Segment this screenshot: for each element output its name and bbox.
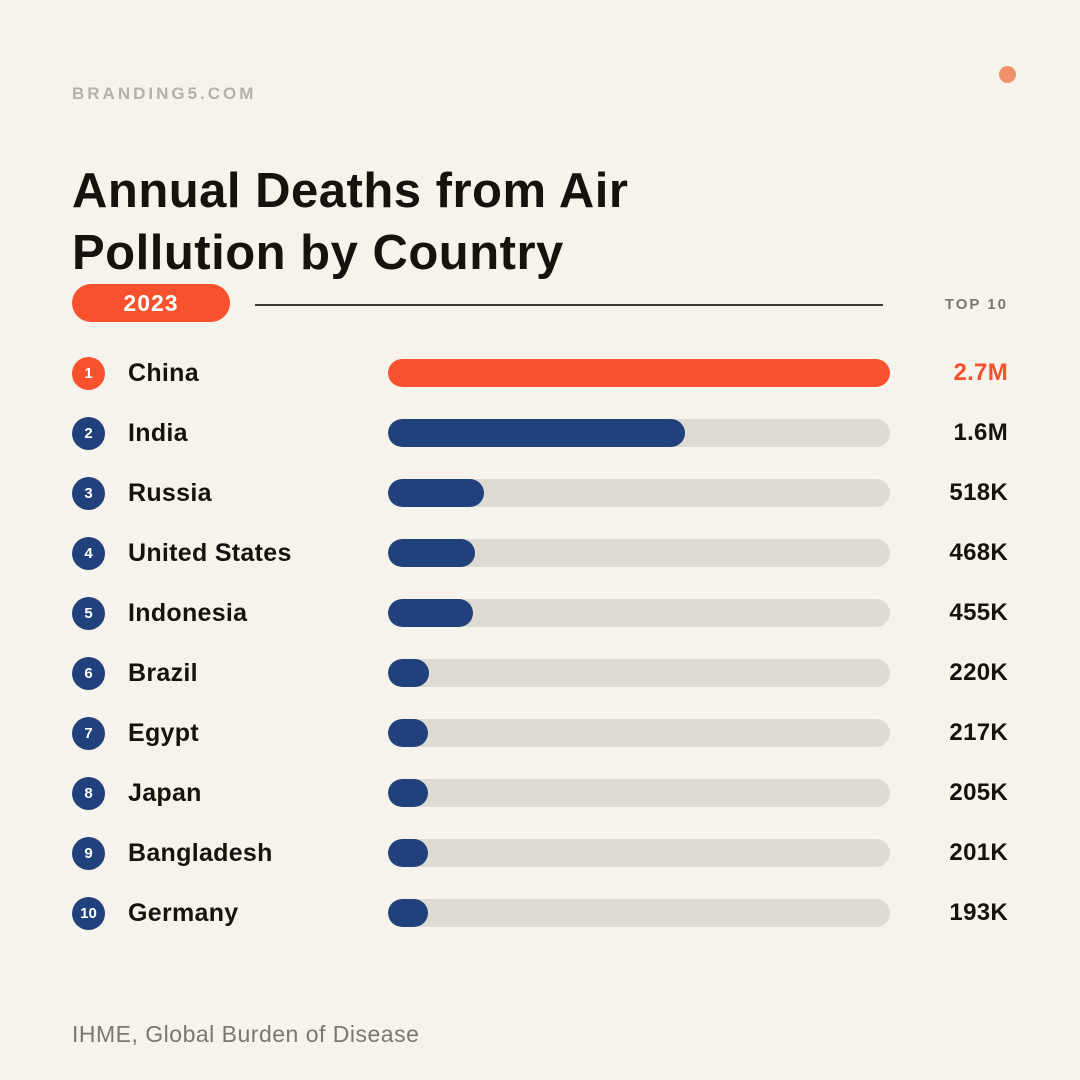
rank-badge: 6 [72, 656, 105, 690]
country-label: China [128, 358, 199, 387]
bar-track [388, 659, 890, 687]
brand-text: BRANDING5.COM [72, 84, 257, 103]
rank-badge: 7 [72, 716, 105, 750]
rank-badge-cell: 2 [72, 416, 128, 450]
bar-track [388, 419, 890, 447]
country-label: Egypt [128, 718, 199, 747]
rank-badge-cell: 7 [72, 716, 128, 750]
rank-badge: 9 [72, 836, 105, 870]
bar-track [388, 599, 890, 627]
rank-badge-cell: 6 [72, 656, 128, 690]
country-label: Bangladesh [128, 838, 273, 867]
bar-track [388, 479, 890, 507]
ranking-row: 1 China 2.7M [72, 343, 1008, 403]
rank-badge: 2 [72, 416, 105, 450]
country-label: Germany [128, 898, 239, 927]
rank-badge-cell: 10 [72, 896, 128, 930]
top-10-label: TOP 10 [944, 295, 1008, 313]
rank-badge-cell: 1 [72, 356, 128, 390]
bar-fill [388, 659, 429, 687]
bar-fill [388, 599, 473, 627]
ranking-row: 8 Japan 205K [72, 763, 1008, 823]
rank-badge-cell: 8 [72, 776, 128, 810]
source-citation: IHME, Global Burden of Disease [72, 1021, 420, 1047]
rank-badge: 5 [72, 596, 105, 630]
bar-fill [388, 419, 686, 447]
country-label: Japan [128, 778, 202, 807]
bar-track [388, 779, 890, 807]
rank-badge: 3 [72, 476, 105, 510]
rank-badge-cell: 4 [72, 536, 128, 570]
value-label: 220K [949, 659, 1008, 686]
bar-track [388, 839, 890, 867]
country-label: India [128, 418, 188, 447]
rank-badge-cell: 3 [72, 476, 128, 510]
bar-fill [388, 899, 428, 927]
bar-fill [388, 359, 890, 387]
bar-track [388, 719, 890, 747]
bar-track [388, 359, 890, 387]
divider-rule [255, 304, 883, 306]
value-label: 2.7M [953, 359, 1008, 386]
value-label: 1.6M [953, 419, 1008, 446]
country-label: Brazil [128, 658, 198, 687]
country-label: Indonesia [128, 598, 248, 627]
page-title-line2: Pollution by Country [72, 226, 564, 280]
bar-fill [388, 839, 428, 867]
ranking-row: 7 Egypt 217K [72, 703, 1008, 763]
bar-fill [388, 479, 485, 507]
ranking-row: 6 Brazil 220K [72, 643, 1008, 703]
value-label: 468K [949, 539, 1008, 566]
country-label: United States [128, 538, 292, 567]
rank-badge: 10 [72, 896, 105, 930]
rank-badge-cell: 9 [72, 836, 128, 870]
value-label: 201K [949, 839, 1008, 866]
ranking-row: 5 Indonesia 455K [72, 583, 1008, 643]
bar-fill [388, 779, 428, 807]
rank-badge-cell: 5 [72, 596, 128, 630]
value-label: 205K [949, 779, 1008, 806]
rank-badge: 4 [72, 536, 105, 570]
country-label: Russia [128, 478, 212, 507]
value-label: 518K [949, 479, 1008, 506]
year-badge: 2023 [72, 284, 230, 322]
ranking-list: 1 China 2.7M 2 India 1.6M 3 Russia 518K … [72, 343, 1008, 943]
rank-badge: 1 [72, 356, 105, 390]
ranking-row: 9 Bangladesh 201K [72, 823, 1008, 883]
value-label: 193K [949, 899, 1008, 926]
ranking-row: 3 Russia 518K [72, 463, 1008, 523]
meta-row: 2023 TOP 10 [72, 283, 1008, 323]
rank-badge: 8 [72, 776, 105, 810]
ranking-row: 10 Germany 193K [72, 883, 1008, 943]
page-title: Annual Deaths from Air Pollution by Coun… [72, 160, 992, 284]
bar-track [388, 539, 890, 567]
value-label: 455K [949, 599, 1008, 626]
page-title-line1: Annual Deaths from Air [72, 164, 629, 218]
ranking-row: 4 United States 468K [72, 523, 1008, 583]
corner-dot-decoration [999, 66, 1016, 83]
ranking-row: 2 India 1.6M [72, 403, 1008, 463]
bar-fill [388, 539, 475, 567]
bar-track [388, 899, 890, 927]
bar-fill [388, 719, 429, 747]
value-label: 217K [949, 719, 1008, 746]
